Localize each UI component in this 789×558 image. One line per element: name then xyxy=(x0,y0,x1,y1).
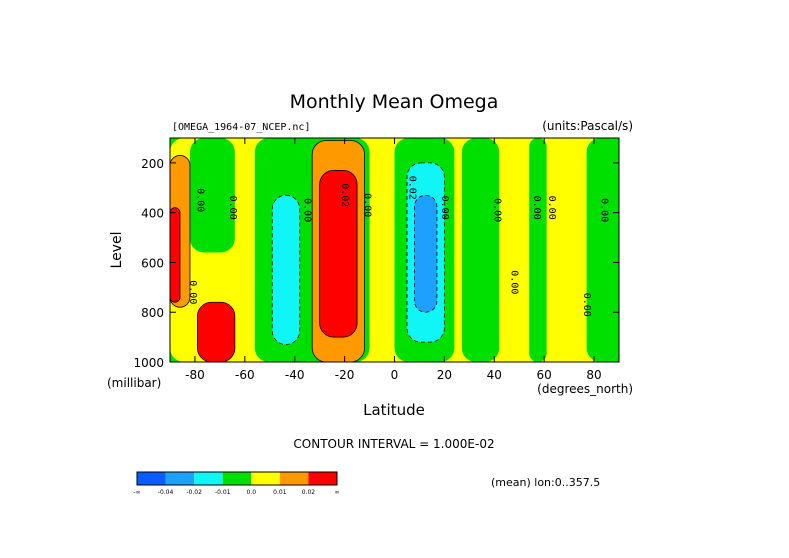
colorbar-label: 0.01 xyxy=(273,489,287,496)
contour-label: 0.00 xyxy=(509,270,520,294)
y-tick-label: 800 xyxy=(141,306,164,320)
plot-area: 0.00 0.00 0.00 0.02 0.00 0.02 0.00 0.00 0.00 0.00… xyxy=(170,138,619,362)
contour-region xyxy=(461,138,500,362)
y-axis-units: (millibar) xyxy=(107,376,161,390)
contour-region xyxy=(529,138,547,362)
y-tick-label: 400 xyxy=(141,207,164,221)
x-tick-label: -20 xyxy=(335,368,355,382)
contour-interval-text: CONTOUR INTERVAL = 1.000E-02 xyxy=(293,437,494,451)
colorbar-label: ∞ xyxy=(335,489,340,496)
contour-region xyxy=(170,207,180,303)
colorbar-label: -0.04 xyxy=(158,489,174,496)
contour-label: 0.00 xyxy=(302,198,313,222)
colorbar-label: -0.01 xyxy=(215,489,231,496)
contour-region xyxy=(586,138,619,362)
x-tick-label: -40 xyxy=(285,368,305,382)
colorbar-swatch xyxy=(222,472,252,485)
y-tick-label: 200 xyxy=(141,157,164,171)
x-tick-label: -60 xyxy=(235,368,255,382)
units-label: (units:Pascal/s) xyxy=(542,119,633,133)
colorbar-label: -0.02 xyxy=(186,489,202,496)
colorbar-swatch xyxy=(137,472,166,485)
colorbar-frame xyxy=(136,471,338,486)
contour-line xyxy=(170,155,191,308)
dataset-label: [OMEGA_1964-07_NCEP.nc] xyxy=(172,122,310,133)
colorbar-label: 0.02 xyxy=(302,489,316,496)
y-tick-label: 600 xyxy=(141,256,164,270)
contour-label: 0.00 xyxy=(439,196,450,220)
contour-region xyxy=(197,302,235,362)
x-axis-units: (degrees_north) xyxy=(537,382,633,396)
contour-line xyxy=(170,207,181,303)
x-axis-label: Latitude xyxy=(363,401,425,419)
contour-label: 0.00 xyxy=(599,198,610,222)
y-axis-label: Level xyxy=(109,232,125,269)
footer-note: (mean) lon:0..357.5 xyxy=(491,476,600,489)
contour-label: 0.02 xyxy=(406,176,417,200)
x-tick-label: -80 xyxy=(185,368,205,382)
colorbar-swatch xyxy=(194,472,223,485)
contour-line xyxy=(311,140,365,362)
contour-line xyxy=(414,194,438,313)
contour-region xyxy=(414,195,437,313)
contour-label: 0.02 xyxy=(339,183,350,207)
contour-label: 0.00 xyxy=(227,196,238,220)
contour-label: 0.00 xyxy=(546,196,557,220)
contour-region xyxy=(189,138,235,253)
contour-label: 0.00 xyxy=(581,293,592,317)
x-tick-label: 0 xyxy=(391,368,399,382)
contour-label: 0.00 xyxy=(491,198,502,222)
contour-line xyxy=(406,162,445,343)
colorbar-swatch xyxy=(165,472,195,485)
x-tick-label: 40 xyxy=(487,368,502,382)
contour-label: 0.00 xyxy=(187,280,198,304)
contour-line xyxy=(319,169,358,338)
x-tick-label: 60 xyxy=(537,368,552,382)
colorbar-swatch xyxy=(279,472,309,485)
x-tick-label: 80 xyxy=(586,368,601,382)
y-tick-label: 1000 xyxy=(133,356,164,370)
contour-region xyxy=(319,170,358,338)
colorbar-swatch xyxy=(308,472,337,485)
contour-region xyxy=(272,195,300,345)
colorbar: -∞ -0.04 -0.02 -0.01 0.0 0.01 0.02 ∞ xyxy=(133,471,340,496)
colorbar-label: -∞ xyxy=(133,489,140,496)
contour-line xyxy=(271,194,301,345)
colorbar-swatch xyxy=(251,472,280,485)
colorbar-label: 0.0 xyxy=(247,489,257,496)
chart-title: Monthly Mean Omega xyxy=(290,91,499,113)
contour-label: 0.00 xyxy=(194,188,205,212)
x-tick-label: 20 xyxy=(437,368,452,382)
contour-label: 0.00 xyxy=(531,196,542,220)
contour-label: 0.00 xyxy=(362,193,373,217)
